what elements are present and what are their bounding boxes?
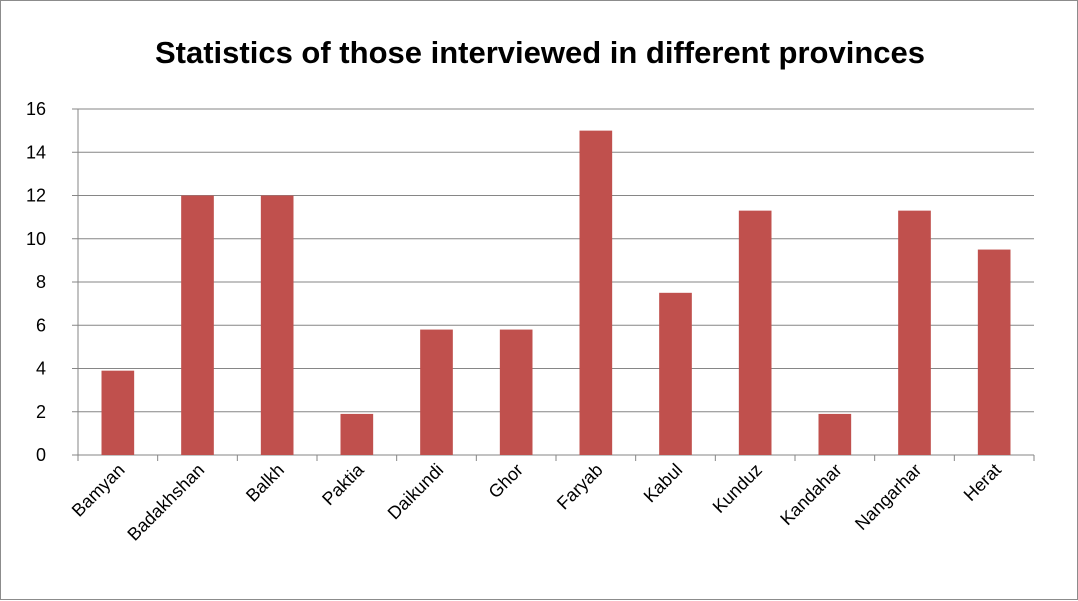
y-tick-label: 6 — [36, 315, 46, 335]
y-tick-label: 12 — [26, 186, 46, 206]
bar-kandahar — [819, 414, 852, 455]
x-tick-label-kabul: Kabul — [640, 460, 687, 507]
bar-paktia — [341, 414, 374, 455]
x-tick-label-paktia: Paktia — [318, 459, 368, 509]
x-tick-label-balkh: Balkh — [242, 460, 288, 506]
x-tick-label-daikundi: Daikundi — [384, 460, 448, 524]
bar-badakhshan — [181, 196, 214, 456]
bar-kunduz — [739, 211, 772, 455]
y-tick-label: 10 — [26, 229, 46, 249]
y-tick-label: 14 — [26, 142, 46, 162]
bar-ghor — [500, 330, 533, 455]
bar-balkh — [261, 196, 294, 456]
bar-bamyan — [102, 371, 135, 455]
y-tick-label: 8 — [36, 272, 46, 292]
y-tick-label: 2 — [36, 402, 46, 422]
x-tick-label-ghor: Ghor — [485, 460, 527, 502]
x-tick-label-herat: Herat — [960, 460, 1005, 505]
x-tick-label-kandahar: Kandahar — [776, 460, 845, 529]
x-tick-label-badakhshan: Badakhshan — [123, 460, 208, 545]
y-tick-label: 4 — [36, 359, 46, 379]
x-tick-label-faryab: Faryab — [553, 460, 607, 514]
bar-daikundi — [420, 330, 453, 455]
y-tick-label: 0 — [36, 445, 46, 465]
x-tick-label-kunduz: Kunduz — [709, 460, 766, 517]
y-tick-label: 16 — [26, 99, 46, 119]
x-tick-label-bamyan: Bamyan — [68, 460, 129, 521]
bar-kabul — [659, 293, 692, 455]
bar-nangarhar — [898, 211, 931, 455]
x-tick-label-nangarhar: Nangarhar — [851, 460, 925, 534]
bar-faryab — [580, 131, 613, 455]
bar-herat — [978, 250, 1011, 455]
